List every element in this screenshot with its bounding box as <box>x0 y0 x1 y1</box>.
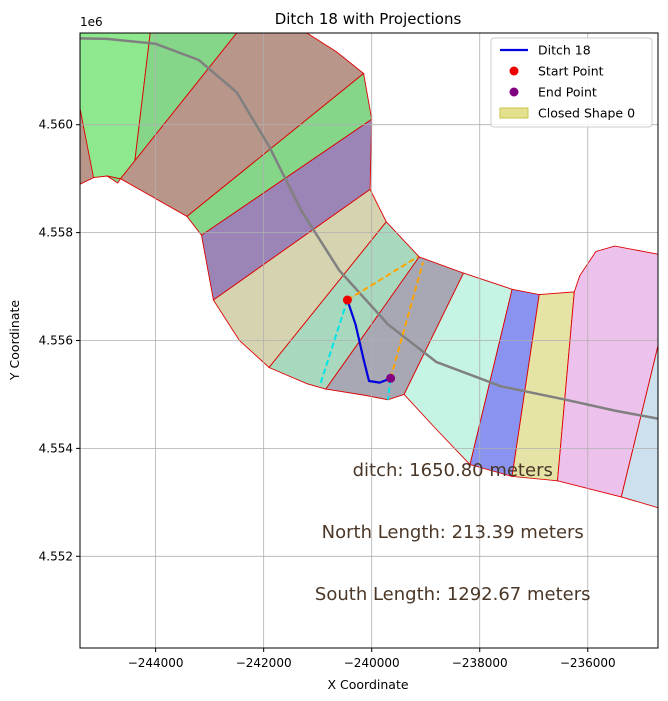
ditch-line-0 <box>346 299 392 384</box>
x-tick-label-4: −236000 <box>560 656 616 670</box>
parcel-polygon-1 <box>80 108 95 185</box>
legend-box <box>490 37 653 128</box>
parcel-polygon-7 <box>268 221 420 390</box>
projection-line-0 <box>319 299 349 385</box>
y-tick-label-1: 4.554 <box>39 441 73 455</box>
y-offset-label: 1e6 <box>80 15 103 29</box>
legend-label-3: Closed Shape 0 <box>538 106 635 121</box>
y-axis-title: Y Coordinate <box>7 300 22 381</box>
legend-swatch-2 <box>509 87 519 97</box>
x-tick-label-2: −240000 <box>344 656 400 670</box>
y-tick-layer: 4.552 4.554 4.556 4.558 4.560 <box>39 118 80 563</box>
x-tick-label-0: −244000 <box>128 656 184 670</box>
legend-items: Ditch 18 Start Point End Point Closed Shape… <box>499 43 635 121</box>
legend-label-2: End Point <box>538 85 597 100</box>
annotation-text-2: South Length: 1292.67 meters <box>315 584 591 605</box>
end-point-marker <box>386 373 396 383</box>
x-tick-layer: −244000 −242000 −240000 −238000 −236000 <box>128 648 616 670</box>
annotation-layer: ditch: 1650.80 meters North Length: 213.3… <box>315 460 591 605</box>
parcel-polygon-12 <box>557 245 658 498</box>
annotation-text-1: North Length: 213.39 meters <box>322 522 584 543</box>
parcel-polygon-6 <box>212 188 387 369</box>
projection-line-2 <box>346 256 419 301</box>
y-tick-label-0: 4.552 <box>39 549 73 563</box>
y-tick-label-4: 4.560 <box>39 118 73 132</box>
projection-line-3 <box>389 262 424 379</box>
legend-label-0: Ditch 18 <box>538 43 591 58</box>
legend: Ditch 18 Start Point End Point Closed Shape… <box>490 37 653 128</box>
y-tick-label-3: 4.558 <box>39 226 73 240</box>
y-tick-label-2: 4.556 <box>39 334 73 348</box>
reference-curve <box>80 37 658 420</box>
series-layer <box>346 299 392 384</box>
reference-curve-layer <box>80 37 658 420</box>
parcel-polygon-13 <box>620 345 658 509</box>
x-tick-label-1: −242000 <box>236 656 292 670</box>
legend-label-1: Start Point <box>538 64 604 79</box>
x-axis-title: X Coordinate <box>327 677 408 692</box>
chart-title: Ditch 18 with Projections <box>275 10 462 28</box>
legend-swatch-3 <box>499 107 529 119</box>
x-tick-label-3: −238000 <box>452 656 508 670</box>
legend-swatch-1 <box>509 66 519 76</box>
points-layer <box>342 295 396 383</box>
start-point-marker <box>342 295 352 305</box>
annotation-text-0: ditch: 1650.80 meters <box>353 460 553 481</box>
parcel-polygon-9 <box>403 272 513 466</box>
